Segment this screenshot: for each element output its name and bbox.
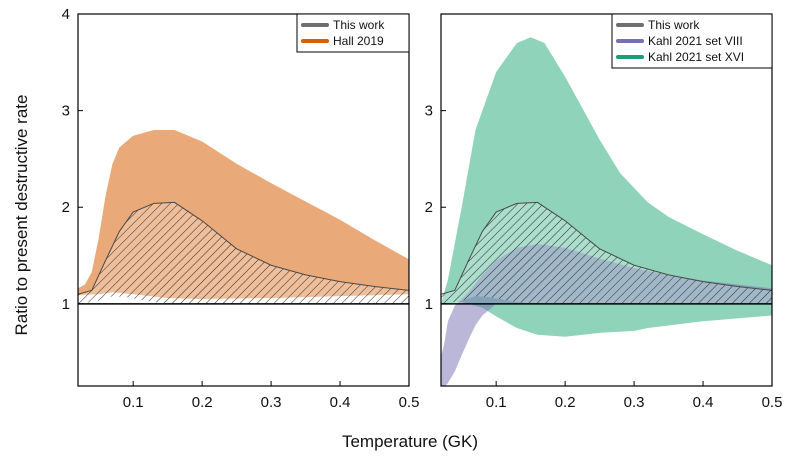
legend-label-this-work: This work xyxy=(648,18,700,32)
this-work-upper-edge xyxy=(78,201,409,295)
y-tick-label: 2 xyxy=(62,199,70,216)
x-tick-label: 0.3 xyxy=(624,394,645,411)
legend-label-kahl-2021-set-xvi: Kahl 2021 set XVI xyxy=(648,50,744,64)
legend-label-this-work: This work xyxy=(333,18,385,32)
y-tick-label: 3 xyxy=(62,103,70,120)
left-panel: 0.1 0.2 0.3 0.4 0.5 1 2 3 4 This work Hall 2019 xyxy=(62,6,420,411)
y-axis-label: Ratio to present destructive rate xyxy=(12,95,31,336)
x-tick-label: 0.4 xyxy=(330,394,351,411)
x-tick-label: 0.1 xyxy=(123,394,144,411)
this-work-upper-edge xyxy=(441,201,772,295)
legend: This work Kahl 2021 set VIII Kahl 2021 set… xyxy=(611,13,773,69)
x-tick-label: 0.4 xyxy=(693,394,714,411)
legend: This work Hall 2019 xyxy=(296,13,410,53)
x-tick-label: 0.5 xyxy=(762,394,783,411)
x-tick-label: 0.1 xyxy=(486,394,507,411)
y-tick-label: 2 xyxy=(425,199,433,216)
legend-label-hall-2019: Hall 2019 xyxy=(333,34,384,48)
plot-frame xyxy=(77,13,410,387)
this-work-band xyxy=(441,202,772,304)
x-tick-label: 0.2 xyxy=(192,394,213,411)
x-tick-label: 0.2 xyxy=(555,394,576,411)
legend-label-kahl-2021-set-viii: Kahl 2021 set VIII xyxy=(648,34,743,48)
y-tick-label: 4 xyxy=(62,6,70,23)
legend-box xyxy=(296,13,410,53)
x-axis-label: Temperature (GK) xyxy=(342,432,478,451)
y-tick-label: 1 xyxy=(62,296,70,313)
x-tick-label: 0.3 xyxy=(261,394,282,411)
right-panel: 0.1 0.2 0.3 0.4 0.5 1 2 3 This work Kahl 2021 set… xyxy=(425,13,783,411)
this-work-band xyxy=(78,202,409,304)
plot-frame xyxy=(440,13,773,387)
x-tick-label: 0.5 xyxy=(399,394,420,411)
y-tick-label: 3 xyxy=(425,103,433,120)
y-tick-label: 1 xyxy=(425,296,433,313)
